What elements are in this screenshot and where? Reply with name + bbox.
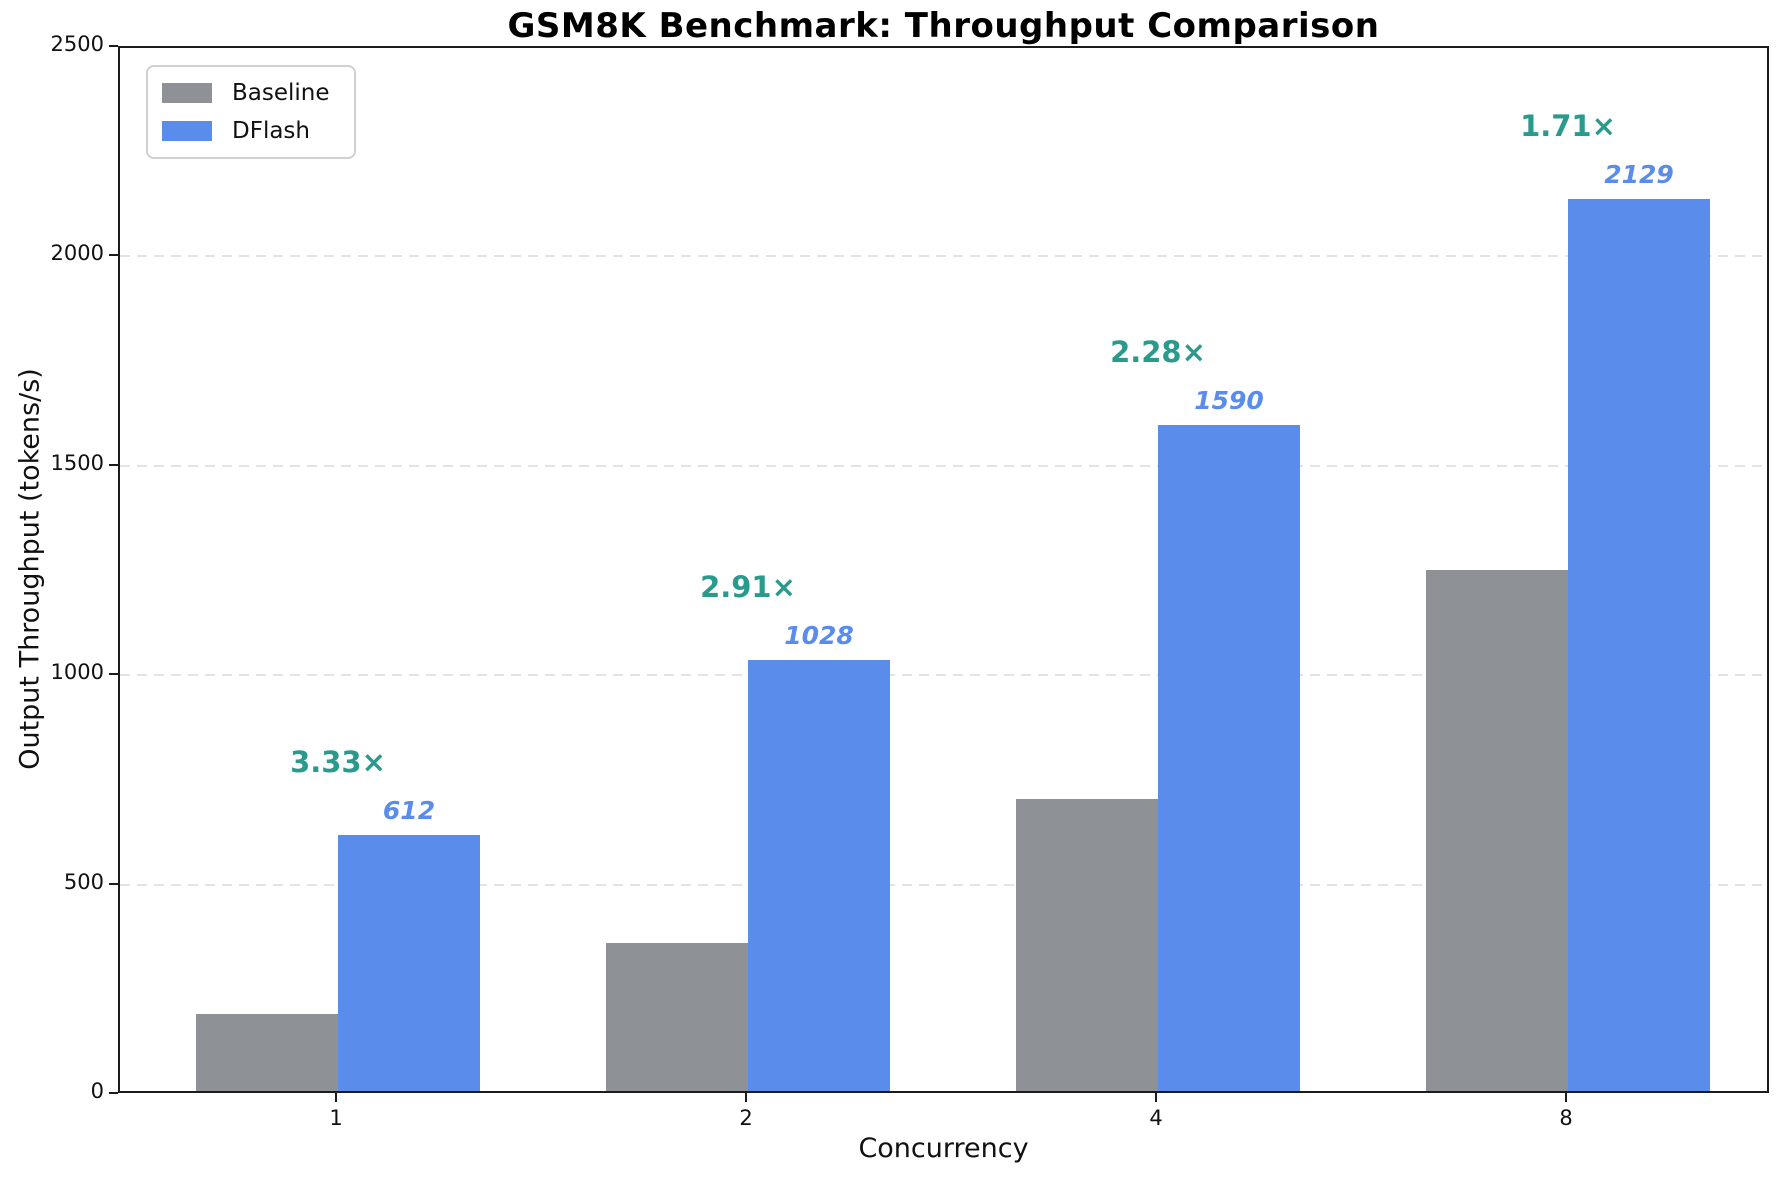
value-label-2: 1028 [784,621,854,651]
bar-dflash-4 [1158,425,1300,1091]
gridline-1500 [120,464,1767,467]
y-tick-mark-2500 [109,45,118,47]
gridline-500 [120,883,1767,886]
x-tick-label-2: 2 [739,1106,753,1130]
speedup-label-4: 2.28× [1110,335,1206,370]
y-tick-label-1500: 1500 [50,450,104,475]
gridline-1000 [120,674,1767,677]
speedup-label-8: 1.71× [1520,109,1616,144]
gridline-2000 [120,255,1767,258]
value-label-1: 612 [382,795,436,825]
legend-label-dflash: DFlash [232,118,310,144]
x-tick-mark-8 [1565,1093,1567,1102]
speedup-label-1: 3.33× [290,744,386,779]
x-tick-mark-4 [1155,1093,1157,1102]
x-axis-label: Concurrency [858,1133,1029,1164]
legend: Baseline DFlash [146,65,356,159]
y-tick-mark-0 [109,1092,118,1094]
y-tick-label-500: 500 [63,869,104,894]
speedup-label-2: 2.91× [700,570,796,605]
y-axis-label: Output Throughput (tokens/s) [14,368,46,770]
y-tick-label-0: 0 [90,1079,104,1103]
bar-baseline-1 [196,1013,338,1091]
plot-area: Baseline DFlash 612 3.33× 1028 2.91× 1590 2.2… [118,46,1769,1093]
bar-dflash-1 [338,834,480,1091]
value-label-4: 1590 [1194,386,1264,416]
y-tick-label-2000: 2000 [50,241,104,266]
x-tick-label-1: 1 [329,1106,343,1130]
x-tick-label-4: 4 [1149,1106,1163,1130]
y-tick-label-1000: 1000 [50,660,104,685]
x-tick-label-8: 8 [1559,1106,1573,1130]
x-tick-mark-1 [335,1093,337,1102]
y-tick-label-2500: 2500 [50,32,104,56]
bar-dflash-2 [748,660,890,1091]
bar-baseline-8 [1426,569,1568,1091]
bar-baseline-4 [1016,799,1158,1091]
legend-swatch-baseline-icon [162,83,212,103]
bar-baseline-2 [606,943,748,1091]
y-tick-mark-2000 [109,254,118,257]
value-label-8: 2129 [1604,160,1674,190]
y-tick-mark-1500 [109,463,118,466]
legend-item-baseline: Baseline [162,80,330,106]
y-tick-mark-500 [109,882,118,885]
legend-label-baseline: Baseline [232,80,330,106]
legend-item-dflash: DFlash [162,118,330,144]
y-tick-mark-1000 [109,673,118,676]
chart-title: GSM8K Benchmark: Throughput Comparison [507,6,1380,46]
bar-dflash-8 [1568,199,1710,1091]
legend-swatch-dflash-icon [162,121,212,141]
x-tick-mark-2 [745,1093,747,1102]
